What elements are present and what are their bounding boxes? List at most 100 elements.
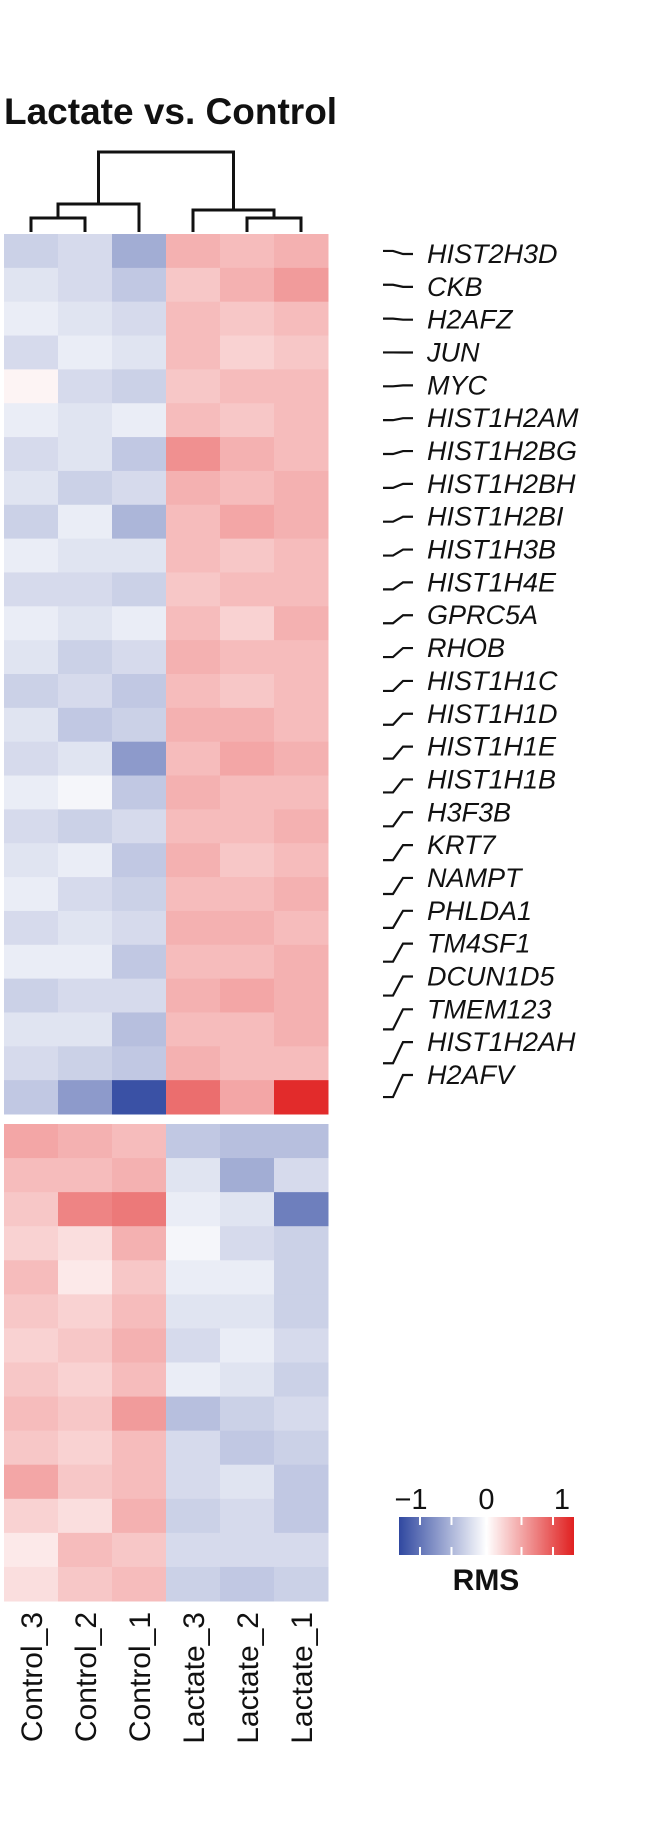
gene-connector	[383, 548, 413, 557]
heatmap-cell	[274, 1396, 329, 1432]
gene-label: HIST1H1D	[427, 699, 558, 729]
heatmap-cell	[112, 1192, 167, 1227]
heatmap-cell	[58, 1362, 113, 1398]
heatmap-cell	[4, 1566, 59, 1602]
gene-label: HIST2H3D	[427, 239, 558, 269]
heatmap-cell	[274, 470, 329, 506]
heatmap-cell	[4, 775, 59, 810]
heatmap-cell	[220, 301, 275, 337]
heatmap-cell	[166, 741, 221, 777]
heatmap-cell	[112, 1498, 167, 1534]
heatmap-cell	[112, 538, 167, 573]
gene-label: MYC	[427, 370, 488, 400]
heatmap-cell	[4, 674, 59, 709]
heatmap-cell	[220, 1498, 275, 1534]
heatmap-cell	[58, 572, 113, 607]
heatmap-cell	[4, 1124, 59, 1159]
heatmap-cell	[58, 1192, 113, 1227]
heatmap-cell	[58, 944, 113, 980]
gene-label: HIST1H2AH	[427, 1027, 576, 1057]
gene-label: HIST1H2BG	[427, 436, 577, 466]
heatmap-cell	[274, 944, 329, 980]
heatmap-cell	[274, 640, 329, 675]
dendrogram-branch	[191, 208, 276, 232]
gene-connector	[383, 283, 413, 288]
heatmap-cell	[220, 1430, 275, 1466]
heatmap-cell	[220, 470, 275, 506]
gene-connector	[383, 449, 413, 456]
colorbar-ticks: −1 0 1	[394, 1484, 570, 1555]
heatmap-cell	[166, 944, 221, 980]
heatmap-cell	[166, 1532, 221, 1568]
gene-label: TMEM123	[427, 994, 552, 1024]
heatmap-cell	[4, 301, 59, 337]
heatmap-cell	[112, 1430, 167, 1466]
heatmap-cell	[274, 1464, 329, 1500]
heatmap-cell	[58, 335, 113, 370]
heatmap-cell	[58, 910, 113, 946]
heatmap-cell	[166, 437, 221, 472]
dendrogram-branch	[245, 216, 303, 232]
sample-label: Lactate_1	[286, 1612, 319, 1744]
heatmap-cell	[274, 538, 329, 573]
heatmap-cell	[112, 1260, 167, 1295]
heatmap-cell	[220, 1532, 275, 1568]
heatmap-cell	[112, 403, 167, 438]
heatmap-cell	[4, 1158, 59, 1193]
heatmap-cell	[4, 978, 59, 1013]
heatmap-cells	[4, 234, 329, 1602]
heatmap-cell	[58, 843, 113, 878]
heatmap-cell	[58, 470, 113, 506]
heatmap-cell	[274, 1260, 329, 1295]
gene-connector	[383, 614, 413, 625]
gene-connector	[383, 942, 413, 963]
heatmap-cell	[166, 1430, 221, 1466]
heatmap-cell	[220, 1328, 275, 1363]
heatmap-cell	[166, 1080, 221, 1115]
heatmap-cell	[274, 741, 329, 777]
heatmap-cell	[112, 335, 167, 370]
heatmap-cell	[274, 978, 329, 1013]
heatmap-cell	[166, 1294, 221, 1329]
heatmap-cell	[220, 538, 275, 573]
heatmap-cell	[220, 978, 275, 1013]
heatmap-cell	[274, 437, 329, 472]
color-legend: −1 0 1 RMS	[394, 1484, 574, 1597]
gene-label: TM4SF1	[427, 929, 531, 959]
heatmap-cell	[4, 504, 59, 540]
heatmap-cell	[274, 1192, 329, 1227]
heatmap-cell	[112, 910, 167, 946]
heatmap-cell	[112, 1532, 167, 1568]
gene-label: NAMPT	[427, 863, 524, 893]
gene-connector	[383, 482, 413, 489]
heatmap-cell	[274, 707, 329, 743]
gene-connector	[383, 876, 413, 896]
heatmap-cell	[274, 910, 329, 946]
heatmap-cell	[274, 775, 329, 810]
heatmap-cell	[58, 437, 113, 472]
gene-label: GPRC5A	[427, 600, 538, 630]
heatmap-cell	[112, 1566, 167, 1602]
heatmap-cell	[4, 910, 59, 946]
heatmap-cell	[58, 403, 113, 438]
heatmap-cell	[274, 1328, 329, 1363]
heatmap-cell	[112, 267, 167, 303]
heatmap-cell	[112, 1226, 167, 1261]
heatmap-cell	[4, 1012, 59, 1047]
heatmap-cell	[166, 1124, 221, 1159]
gene-connector	[383, 1041, 413, 1065]
heatmap-cell	[112, 978, 167, 1013]
gene-label: H2AFV	[427, 1060, 517, 1090]
heatmap-cell	[4, 1226, 59, 1261]
heatmap-cell	[166, 1192, 221, 1227]
heatmap-cell	[274, 1124, 329, 1159]
heatmap-cell	[58, 640, 113, 675]
gene-connector	[383, 1073, 413, 1099]
heatmap-cell	[4, 1080, 59, 1115]
heatmap-cell	[112, 1362, 167, 1398]
heatmap-cell	[112, 1158, 167, 1193]
heatmap-cell	[274, 1158, 329, 1193]
heatmap-cell	[58, 1080, 113, 1115]
heatmap-cell	[274, 301, 329, 337]
